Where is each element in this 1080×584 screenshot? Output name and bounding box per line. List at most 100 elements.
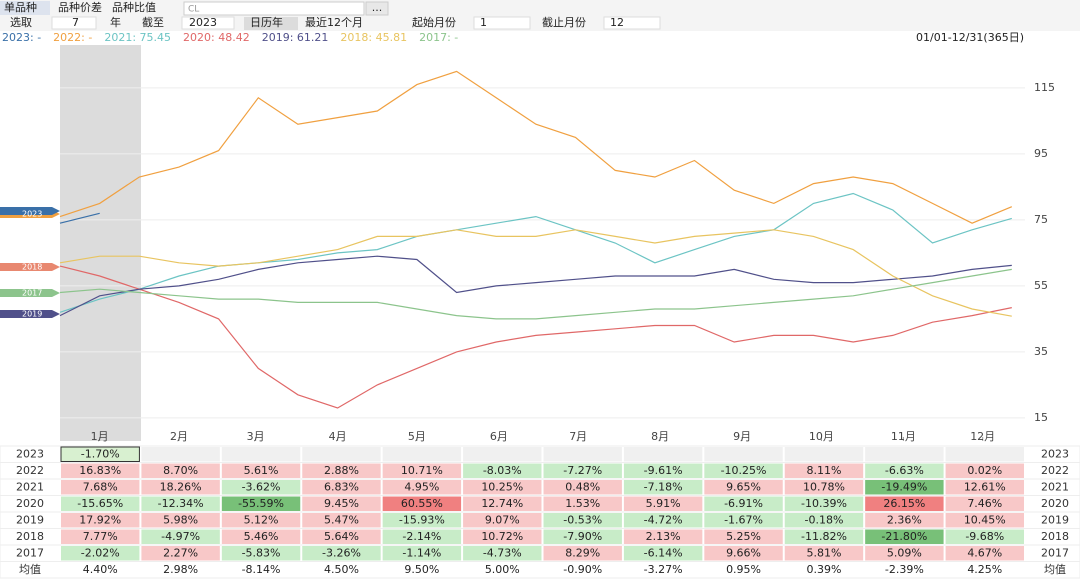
cell: [543, 562, 622, 577]
cell: [945, 546, 1024, 561]
tab-active[interactable]: [0, 1, 50, 15]
cell-text: -21.80%: [881, 530, 927, 543]
row-label: 2022: [1041, 464, 1069, 477]
tab[interactable]: 品种比值: [112, 0, 156, 14]
cell: [302, 562, 381, 577]
x-tick-label: 3月: [247, 430, 265, 443]
cell: [221, 496, 301, 511]
cell: [543, 480, 622, 495]
series-line: [59, 265, 1012, 409]
cell-text: 8.29%: [565, 546, 600, 559]
end-select[interactable]: [603, 16, 661, 30]
cell: [221, 463, 301, 478]
cell: [221, 546, 301, 561]
tab[interactable]: 单品种: [4, 0, 37, 14]
cell: [302, 513, 381, 528]
cell-text: 2.98%: [163, 563, 198, 576]
cell-text: -3.26%: [322, 546, 361, 559]
cell-text: -9.61%: [644, 464, 683, 477]
cell: [302, 546, 381, 561]
cell: [382, 447, 462, 462]
series-line: [59, 268, 1012, 320]
cell: [945, 447, 1024, 462]
cell: [543, 463, 622, 478]
y-tick-label: 15: [1034, 411, 1048, 424]
cell: [141, 480, 220, 495]
cell-text: 4.50%: [324, 563, 359, 576]
cell: [623, 562, 703, 577]
cell: [945, 562, 1024, 577]
cell-text: 5.91%: [646, 497, 681, 510]
cell-text: -4.73%: [483, 546, 522, 559]
cell: [141, 447, 220, 462]
cell: [463, 480, 542, 495]
recent[interactable]: 最近12个月: [305, 16, 363, 29]
cell-text: -6.14%: [644, 546, 683, 559]
cell-text: 0.02%: [967, 464, 1002, 477]
cell-text: 18.26%: [160, 480, 202, 493]
cell-text: 10.72%: [481, 530, 523, 543]
cell-text: 2.27%: [163, 546, 198, 559]
cell-text: 12.74%: [481, 497, 523, 510]
cell-text: 2.13%: [646, 530, 681, 543]
cell: [382, 463, 462, 478]
cell: [784, 496, 864, 511]
cell-text: 16.83%: [79, 464, 121, 477]
cell: [945, 529, 1024, 544]
calendar[interactable]: 日历年: [250, 15, 283, 29]
x-tick-label: 6月: [490, 430, 508, 443]
cell-text: -15.65%: [77, 497, 123, 510]
row-label: 均值: [19, 563, 41, 576]
calendar-button[interactable]: [244, 17, 298, 30]
cell-text: 0.48%: [565, 480, 600, 493]
x-tick-label: 5月: [408, 430, 426, 443]
cell: [623, 480, 703, 495]
x-tick-label: 1月: [91, 430, 109, 443]
cell-text: -8.03%: [483, 464, 522, 477]
cell: [382, 480, 462, 495]
cell-text: -8.14%: [242, 563, 281, 576]
legend-entry: 2019: 61.21: [262, 31, 329, 44]
cell-text: 5.47%: [324, 513, 359, 526]
cell: [704, 480, 783, 495]
cell: [221, 513, 301, 528]
cell-text: -10.25%: [721, 464, 767, 477]
toolbar-bg: [0, 0, 1080, 31]
cell-text: -1.14%: [402, 546, 441, 559]
legend-entry: 2017: -: [419, 31, 458, 44]
cell: [221, 529, 301, 544]
range-label: 01/01-12/31(365日): [916, 31, 1024, 44]
cell: [784, 562, 864, 577]
cell: [463, 529, 542, 544]
cell-text: 5.46%: [244, 530, 279, 543]
more[interactable]: ...: [372, 1, 383, 14]
cell-text: 5.81%: [806, 546, 841, 559]
cell: [865, 447, 944, 462]
x-tick-label: 7月: [569, 430, 587, 443]
cell: [623, 529, 703, 544]
cell: [61, 529, 140, 544]
x-tick-label: 11月: [891, 430, 916, 443]
tab[interactable]: 品种价差: [58, 0, 102, 14]
symbol-input[interactable]: [183, 1, 365, 16]
cell-text: -2.14%: [402, 530, 441, 543]
y-tick-label: 35: [1034, 345, 1048, 358]
row-label: 均值: [1044, 563, 1066, 576]
more-button[interactable]: [365, 1, 389, 16]
x-tick-label: 8月: [651, 430, 669, 443]
until-input[interactable]: [181, 16, 235, 30]
years-input[interactable]: [51, 16, 97, 30]
row-label: 2022: [16, 464, 44, 477]
cell: [543, 529, 622, 544]
cell-text: -6.91%: [724, 497, 763, 510]
row-label: 2018: [1041, 530, 1069, 543]
series-line: [59, 255, 1012, 317]
cell-text: 7.68%: [83, 480, 118, 493]
cell-text: 6.83%: [324, 480, 359, 493]
cell: [141, 529, 220, 544]
y-tick-label: 75: [1034, 213, 1048, 226]
cell: [945, 463, 1024, 478]
cell: [945, 480, 1024, 495]
start-select[interactable]: [473, 16, 531, 30]
